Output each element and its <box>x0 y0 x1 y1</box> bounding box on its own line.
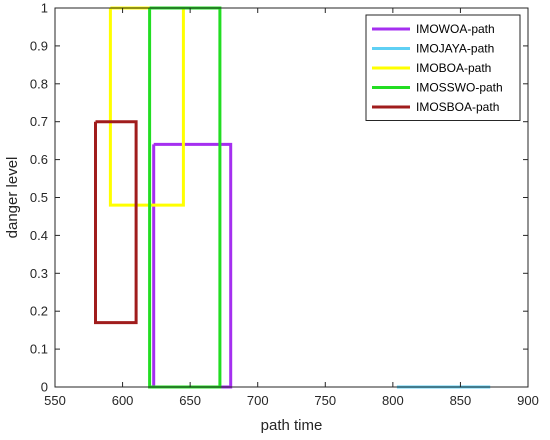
legend-label-imoboa-path: IMOBOA-path <box>416 61 491 75</box>
legend-label-imowoa-path: IMOWOA-path <box>416 22 495 36</box>
x-tick-label: 650 <box>179 393 201 408</box>
x-tick-label: 900 <box>517 393 539 408</box>
y-tick-label: 0.3 <box>30 266 48 281</box>
legend: IMOWOA-path IMOJAYA-path IMOBOA-path IMOSSW… <box>365 14 521 121</box>
y-axis-title: danger level <box>4 157 21 239</box>
y-tick-label: 0.9 <box>30 38 48 53</box>
y-tick-label: 0.6 <box>30 152 48 167</box>
legend-label-imosswo-path: IMOSSWO-path <box>416 81 503 95</box>
legend-label-imosboa-path: IMOSBOA-path <box>416 100 499 114</box>
x-tick-label: 550 <box>44 393 66 408</box>
x-tick-label: 850 <box>450 393 472 408</box>
x-tick-label: 700 <box>247 393 269 408</box>
y-tick-label: 1 <box>41 1 48 16</box>
y-tick-label: 0.2 <box>30 304 48 319</box>
series-line-imosboa-path <box>94 120 138 325</box>
x-tick-label: 600 <box>112 393 134 408</box>
legend-label-imojaya-path: IMOJAYA-path <box>416 42 494 56</box>
y-tick-label: 0.4 <box>30 228 48 243</box>
x-tick-label: 750 <box>314 393 336 408</box>
x-tick-label: 800 <box>382 393 404 408</box>
y-tick-label: 0.8 <box>30 76 48 91</box>
ticks-layer: 550 600 650 700 750 800 850 900 0 0.1 0.2 0.3 0.4 0.5… <box>30 1 539 409</box>
y-tick-label: 0 <box>41 380 48 395</box>
y-tick-label: 0.1 <box>30 342 48 357</box>
y-tick-label: 0.7 <box>30 114 48 129</box>
x-axis-title: path time <box>261 417 323 434</box>
y-tick-label: 0.5 <box>30 190 48 205</box>
